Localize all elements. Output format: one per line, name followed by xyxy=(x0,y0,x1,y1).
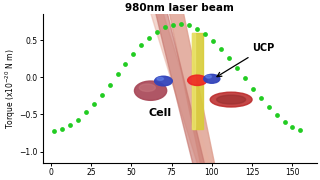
Point xyxy=(195,27,200,30)
Point xyxy=(83,111,88,114)
Ellipse shape xyxy=(99,0,260,180)
Point xyxy=(155,30,160,33)
Point xyxy=(258,97,263,100)
Point xyxy=(99,93,104,96)
Point xyxy=(242,77,247,80)
Point xyxy=(187,24,192,27)
Point xyxy=(210,39,215,42)
Ellipse shape xyxy=(204,74,220,83)
Ellipse shape xyxy=(134,81,167,100)
Point xyxy=(51,129,56,132)
Point xyxy=(282,120,287,123)
Point xyxy=(234,67,239,69)
Point xyxy=(107,83,112,86)
Bar xyxy=(192,33,203,129)
Point xyxy=(75,118,80,121)
Point xyxy=(274,114,279,117)
Point xyxy=(203,32,208,35)
Point xyxy=(115,73,120,76)
Point xyxy=(266,106,271,109)
Y-axis label: Torque (x10$^{-20}$ N m): Torque (x10$^{-20}$ N m) xyxy=(4,48,18,129)
Ellipse shape xyxy=(210,92,252,107)
Ellipse shape xyxy=(206,75,212,78)
Point xyxy=(250,87,255,90)
Point xyxy=(67,124,72,127)
Point xyxy=(298,128,303,131)
Point xyxy=(59,127,64,130)
Point xyxy=(123,63,128,66)
Ellipse shape xyxy=(155,76,172,86)
Point xyxy=(91,103,96,105)
Text: UCP: UCP xyxy=(217,43,274,77)
Point xyxy=(218,47,223,50)
Ellipse shape xyxy=(217,95,246,104)
Point xyxy=(171,23,176,26)
Ellipse shape xyxy=(157,77,164,80)
Bar xyxy=(192,33,195,129)
Point xyxy=(179,22,184,25)
Point xyxy=(226,57,231,59)
Ellipse shape xyxy=(139,84,156,91)
Ellipse shape xyxy=(64,0,320,180)
Ellipse shape xyxy=(188,75,207,86)
Ellipse shape xyxy=(72,0,281,180)
Point xyxy=(139,44,144,47)
Title: 980nm laser beam: 980nm laser beam xyxy=(125,3,234,13)
Point xyxy=(163,26,168,29)
Text: Cell: Cell xyxy=(149,108,172,118)
Point xyxy=(147,36,152,39)
Point xyxy=(131,53,136,56)
Point xyxy=(290,125,295,128)
